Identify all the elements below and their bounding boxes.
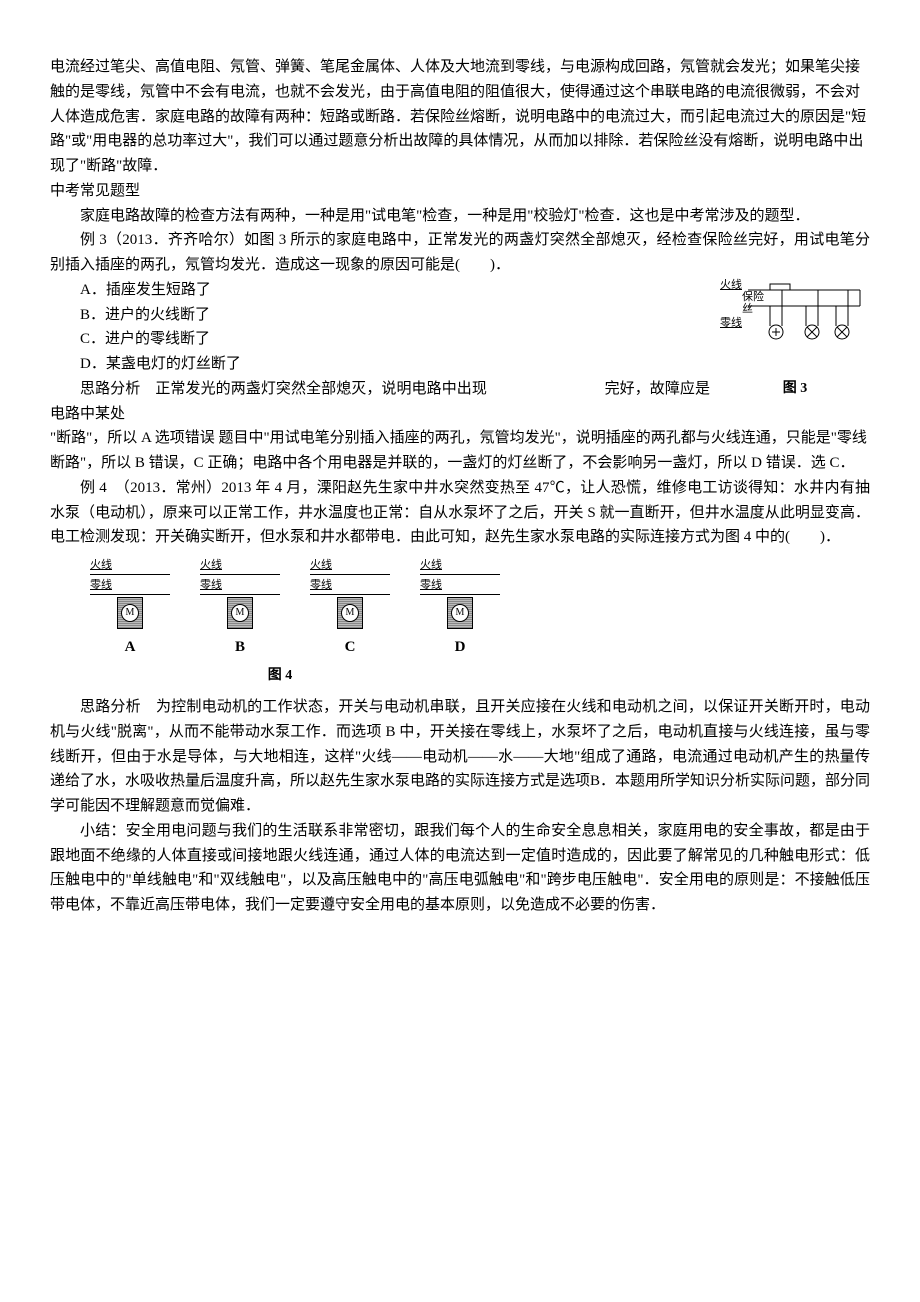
figure-3-caption: 图 3 xyxy=(720,377,870,400)
fig4-label-a: A xyxy=(90,635,170,660)
fig4-option-a: 火线 零线 M A xyxy=(90,556,170,660)
fig4-label-d: D xyxy=(420,635,500,660)
figure-3: 火线 保险丝 零线 图 3 xyxy=(720,278,870,401)
fig4c-zero: 零线 xyxy=(310,576,390,594)
fig4-option-b: 火线 零线 M B xyxy=(200,556,280,660)
ex3-ana-pre: 思路分析 正常发光的两盏灯突然全部熄灭，说明电路中出现 xyxy=(80,381,487,397)
ex4-analysis: 思路分析 为控制电动机的工作状态，开关与电动机串联，且开关应接在火线和电动机之间… xyxy=(50,695,870,819)
fig4a-zero: 零线 xyxy=(90,576,170,594)
section-heading: 中考常见题型 xyxy=(50,179,870,204)
fig3-zero-label: 零线 xyxy=(720,317,742,329)
example-3-stem: 例 3（2013．齐齐哈尔）如图 3 所示的家庭电路中，正常发光的两盏灯突然全部… xyxy=(50,228,870,278)
fig4b-fire: 火线 xyxy=(200,556,280,574)
fig4-option-c: 火线 零线 M C xyxy=(310,556,390,660)
fig4c-fire: 火线 xyxy=(310,556,390,574)
fig4d-fire: 火线 xyxy=(420,556,500,574)
ex3-analysis-rest: "断路"，所以 A 选项错误 题目中"用试电笔分别插入插座的两孔，氖管均发光"，… xyxy=(50,426,870,476)
figure-4: 火线 零线 M A 火线 零线 M B 火线 零线 M C 火线 零线 M D xyxy=(90,556,870,660)
intro-paragraph-1: 电流经过笔尖、高值电阻、氖管、弹簧、笔尾金属体、人体及大地流到零线，与电源构成回… xyxy=(50,55,870,179)
summary-paragraph: 小结：安全用电问题与我们的生活联系非常密切，跟我们每个人的生命安全息息相关，家庭… xyxy=(50,819,870,918)
figure-4-caption: 图 4 xyxy=(90,664,470,687)
intro-paragraph-2: 家庭电路故障的检查方法有两种，一种是用"试电笔"检查，一种是用"校验灯"检查．这… xyxy=(50,204,870,229)
fig4-label-b: B xyxy=(200,635,280,660)
fig3-fire-label: 火线 xyxy=(720,279,742,291)
example-4-stem: 例 4 （2013．常州）2013 年 4 月，溧阳赵先生家中井水突然变热至 4… xyxy=(50,476,870,550)
fig4a-fire: 火线 xyxy=(90,556,170,574)
fig4-option-d: 火线 零线 M D xyxy=(420,556,500,660)
fig4b-zero: 零线 xyxy=(200,576,280,594)
fig4d-zero: 零线 xyxy=(420,576,500,594)
fig4-label-c: C xyxy=(310,635,390,660)
